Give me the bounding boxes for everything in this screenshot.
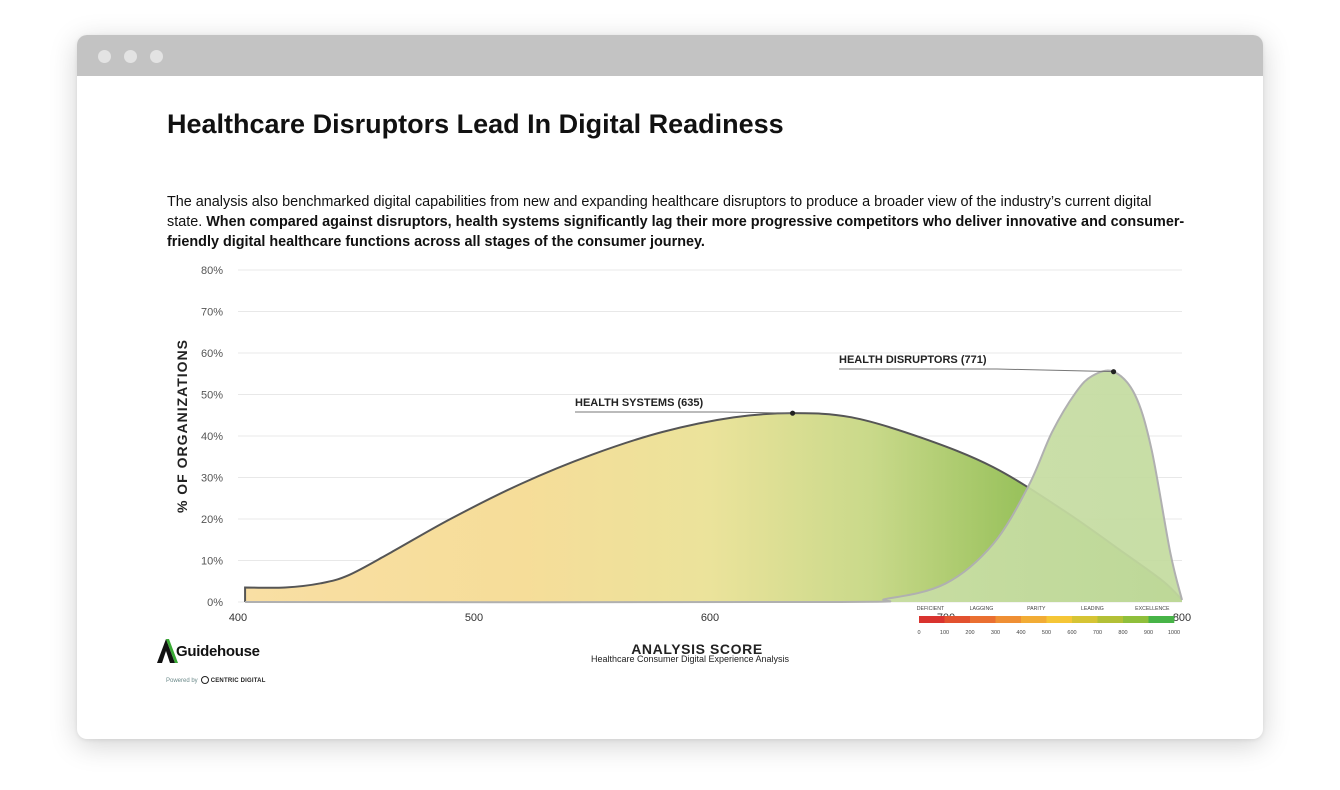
series-area	[245, 370, 1182, 603]
window-titlebar	[77, 35, 1263, 76]
scale-category-label: DEFICIENT	[917, 606, 945, 612]
score-scale-legend: DEFICIENT LAGGING PARITY LEADING EXCELLENCE 0…	[917, 606, 1180, 636]
y-tick-label: 60%	[201, 348, 223, 360]
scale-tick-label: 0	[917, 630, 920, 636]
y-tick-label: 70%	[201, 307, 223, 319]
scale-segment	[1072, 616, 1098, 623]
window-control-minimize[interactable]	[124, 50, 137, 63]
scale-segment	[1148, 616, 1175, 623]
scale-tick-label: 200	[965, 630, 974, 636]
series-label: HEALTH SYSTEMS (635)	[575, 397, 703, 409]
y-tick-label: 10%	[201, 556, 223, 568]
brand-name: Guidehouse	[176, 643, 260, 660]
y-tick-label: 50%	[201, 390, 223, 402]
chart-annotations: HEALTH SYSTEMS (635) HEALTH DISRUPTORS (7…	[575, 354, 1117, 416]
annotation-leader	[575, 411, 793, 414]
y-tick-label: 30%	[201, 473, 223, 485]
annotation-leader	[839, 368, 1114, 373]
window-control-maximize[interactable]	[150, 50, 163, 63]
x-tick-label: 400	[229, 612, 247, 624]
scale-tick-label: 1000	[1168, 630, 1180, 636]
page-description: The analysis also benchmarked digital ca…	[167, 192, 1187, 252]
series-line	[245, 369, 1183, 604]
peak-marker	[790, 410, 796, 416]
browser-window: Healthcare Disruptors Lead In Digital Re…	[77, 35, 1263, 739]
scale-tick-label: 900	[1144, 630, 1153, 636]
window-control-close[interactable]	[98, 50, 111, 63]
peak-marker	[1110, 369, 1117, 375]
y-tick-label: 80%	[201, 265, 223, 277]
scale-tick-label: 100	[940, 630, 949, 636]
scale-tick-label: 700	[1093, 630, 1102, 636]
digital-readiness-chart: 0% 10% 20% 30% 40% 50% 60% 70% 80% 400 500 600 700 8…	[174, 265, 1191, 657]
y-tick-label: 40%	[201, 431, 223, 443]
scale-category-label: LAGGING	[970, 606, 994, 612]
scale-tick-label: 400	[1016, 630, 1025, 636]
centric-digital-logo-icon	[200, 676, 209, 684]
page-title: Healthcare Disruptors Lead In Digital Re…	[167, 109, 784, 139]
x-tick-label: 800	[1173, 612, 1191, 624]
y-tick-label: 20%	[201, 514, 223, 526]
footer-caption: Healthcare Consumer Digital Experience A…	[590, 654, 790, 664]
powered-by-label: Powered by	[166, 678, 198, 684]
x-axis-label: ANALYSIS SCORE	[631, 641, 763, 657]
scale-segment	[1097, 616, 1124, 623]
series-label: HEALTH DISRUPTORS (771)	[839, 354, 987, 366]
scale-tick-label: 300	[991, 630, 1000, 636]
scale-segment	[970, 616, 996, 623]
guidehouse-logo-icon	[157, 639, 178, 663]
series-area	[245, 413, 1182, 602]
y-axis-label: % OF ORGANIZATIONS	[174, 339, 190, 513]
scale-tick-label: 600	[1067, 630, 1076, 636]
scale-segment	[995, 616, 1022, 623]
partner-name: CENTRIC DIGITAL	[210, 678, 266, 684]
scale-tick-label: 800	[1118, 630, 1127, 636]
scale-segment	[1046, 616, 1073, 623]
y-tick-label: 0%	[207, 597, 223, 609]
x-tick-label: 600	[701, 612, 719, 624]
y-axis-ticks: 0% 10% 20% 30% 40% 50% 60% 70% 80%	[201, 265, 223, 609]
description-bold: When compared against disruptors, health…	[167, 214, 1185, 250]
page-content: Healthcare Disruptors Lead In Digital Re…	[77, 76, 1263, 739]
chart-series	[244, 369, 1183, 604]
scale-category-label: PARITY	[1027, 606, 1046, 612]
scale-segment	[944, 616, 971, 623]
scale-segment	[1021, 616, 1047, 623]
description-plain: The analysis also benchmarked digital ca…	[167, 194, 1152, 230]
scale-segment	[1123, 616, 1149, 623]
powered-by: Powered by CENTRIC DIGITAL	[166, 676, 266, 684]
scale-category-label: EXCELLENCE	[1135, 606, 1170, 612]
scale-segment	[919, 616, 945, 623]
x-tick-label: 500	[465, 612, 483, 624]
scale-category-label: LEADING	[1081, 606, 1104, 612]
scale-tick-label: 500	[1042, 630, 1051, 636]
